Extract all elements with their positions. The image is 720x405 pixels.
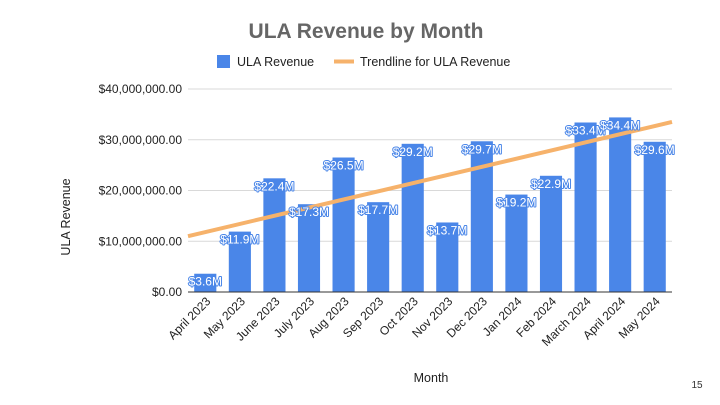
data-label: $19.2M (496, 196, 536, 210)
bar (401, 143, 424, 292)
data-label: $33.4M (566, 123, 606, 137)
legend: ULA Revenue Trendline for ULA Revenue (217, 55, 510, 69)
data-label: $13.7M (427, 223, 467, 237)
bar (297, 204, 321, 292)
data-label: $17.3M (289, 205, 329, 219)
legend-label-trendline: Trendline for ULA Revenue (360, 55, 510, 69)
page-number: 15 (691, 380, 703, 391)
bar (194, 273, 217, 292)
data-label: $29.7M (462, 142, 502, 156)
bar (436, 222, 459, 292)
bar (609, 117, 632, 292)
trendline (187, 120, 673, 239)
bar (643, 141, 666, 292)
y-tick-label: $0.00 (152, 285, 182, 299)
y-tick-label: $40,000,000.00 (99, 82, 183, 96)
data-label: $22.4M (254, 179, 294, 193)
bar (574, 122, 597, 293)
y-tick-label: $10,000,000.00 (99, 234, 183, 248)
y-tick-label: $30,000,000.00 (99, 133, 183, 147)
data-label: $22.9M (531, 177, 571, 191)
legend-swatch-revenue (217, 55, 230, 68)
data-label: $11.9M (220, 233, 259, 247)
bars (194, 117, 666, 293)
bar (263, 178, 286, 292)
data-label: $29.6M (635, 143, 675, 157)
bar (367, 202, 390, 292)
chart-title: ULA Revenue by Month (249, 20, 484, 43)
x-axis-title: Month (414, 371, 449, 385)
bar (332, 157, 355, 292)
data-label: $26.5M (324, 159, 364, 173)
bar (228, 231, 251, 292)
y-axis-ticks: $0.00 $10,000,000.00 $20,000,000.00 $30,000… (99, 82, 183, 299)
bar (539, 175, 563, 292)
y-axis-title: ULA Revenue (59, 178, 73, 255)
data-label: $29.2M (393, 145, 433, 159)
bar (505, 194, 528, 292)
data-label: $17.7M (358, 203, 398, 217)
data-labels: $3.6M $11.9M $22.4M $17.3M $26.5M $17.7M $29.2… (188, 117, 676, 289)
legend-label-revenue: ULA Revenue (237, 55, 314, 69)
bar (470, 141, 493, 292)
y-tick-label: $20,000,000.00 (99, 184, 183, 198)
data-label: $34.4M (600, 118, 640, 132)
data-label: $3.6M (189, 275, 222, 289)
